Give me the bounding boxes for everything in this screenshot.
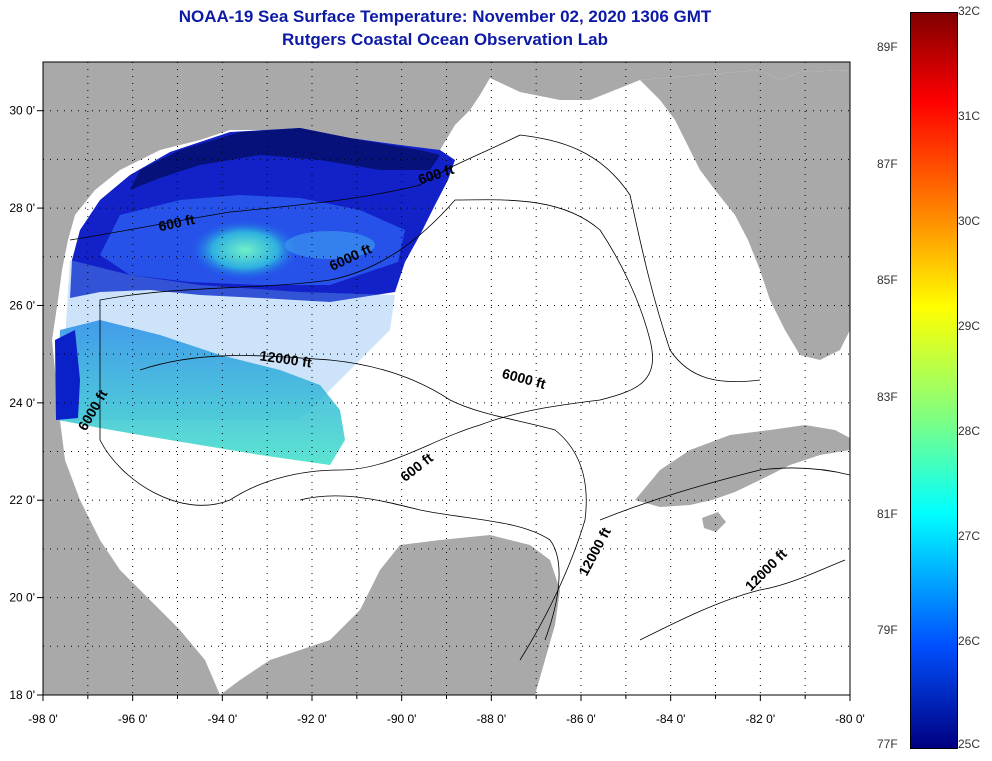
longitude-tick-label: -92 0' (297, 712, 327, 726)
sst-swath-south (58, 320, 345, 465)
contour-cuba (599, 467, 850, 521)
fahrenheit-label: 79F (877, 623, 898, 638)
map-title: NOAA-19 Sea Surface Temperature: Novembe… (178, 7, 712, 26)
fahrenheit-label: 77F (877, 737, 898, 751)
latitude-tick-label: 22 0' (9, 493, 35, 507)
fahrenheit-label: 83F (877, 390, 898, 404)
fahrenheit-label: 87F (877, 156, 898, 171)
celsius-label: 26C (958, 634, 981, 648)
land-florida (640, 70, 850, 360)
latitude-tick-label: 18 0' (9, 688, 35, 702)
longitude-ticks: -98 0' -96 0' -94 0' -92 0' -90 0' -88 0' -86 … (28, 695, 865, 726)
fahrenheit-label: 85F (877, 273, 898, 288)
longitude-tick-label: -82 0' (746, 712, 776, 726)
celsius-label: 28C (958, 424, 981, 438)
sst-warm-filament (285, 231, 375, 259)
sst-warm-eddy (190, 220, 300, 280)
contour-12000ft (139, 355, 587, 661)
fahrenheit-label: 89F (877, 40, 898, 54)
latitude-tick-label: 20 0' (9, 591, 35, 605)
longitude-tick-label: -98 0' (28, 712, 58, 726)
contour-6000ft (99, 199, 653, 506)
latitude-tick-label: 28 0' (9, 201, 35, 215)
contour-yucatan-shelf (299, 495, 560, 641)
land-cuba (635, 425, 850, 507)
celsius-label: 30C (958, 214, 981, 228)
longitude-tick-label: -86 0' (566, 712, 596, 726)
land-yucatan (220, 535, 560, 695)
contour-12000ft-south (639, 559, 846, 641)
land-isle-of-youth (702, 512, 726, 532)
map-subtitle: Rutgers Coastal Ocean Observation Lab (282, 30, 608, 49)
latitude-tick-label: 30 0' (9, 104, 35, 118)
bathymetry-contours (69, 134, 850, 661)
longitude-tick-label: -90 0' (387, 712, 417, 726)
longitude-tick-label: -94 0' (208, 712, 238, 726)
latitude-ticks: 30 0' 28 0' 26 0' 24 0' 22 0' 20 0' 18 0' (9, 104, 43, 702)
celsius-label: 29C (958, 319, 981, 333)
contour-600ft (69, 134, 761, 383)
celsius-label: 31C (958, 109, 981, 123)
longitude-tick-label: -96 0' (118, 712, 148, 726)
graticule (43, 62, 850, 695)
fahrenheit-label: 81F (877, 506, 898, 521)
sst-coastal-dark (130, 128, 440, 190)
celsius-label: 32C (958, 4, 981, 18)
latitude-tick-label: 24 0' (9, 396, 35, 410)
celsius-label: 25C (958, 737, 981, 751)
land-us-gulf-coast (43, 62, 850, 695)
longitude-tick-label: -84 0' (656, 712, 686, 726)
contour-label: 12000 ft (259, 347, 313, 370)
sst-west-dark-band (55, 330, 80, 420)
longitude-tick-label: -80 0' (835, 712, 865, 726)
longitude-tick-label: -88 0' (477, 712, 507, 726)
contour-label: 600 ft (157, 211, 196, 234)
sst-map: -98 0' -96 0' -94 0' -92 0' -90 0' -88 0' -86 … (9, 61, 865, 726)
latitude-tick-label: 26 0' (9, 298, 35, 312)
celsius-label: 27C (958, 529, 981, 543)
colorbar-gradient (910, 12, 958, 749)
